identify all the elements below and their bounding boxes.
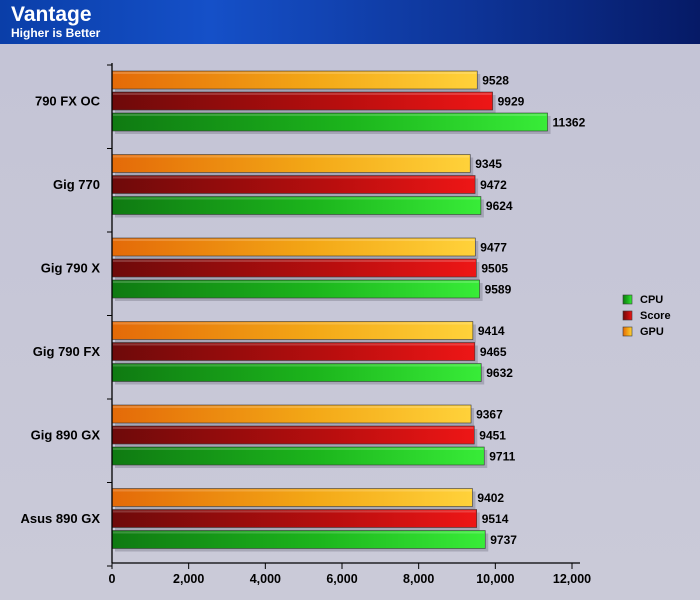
bar-highlight [113,406,471,408]
bar-highlight [113,489,472,492]
bar-highlight [113,176,475,179]
value-label: 9402 [477,491,504,505]
bar-highlight [113,239,475,241]
value-label: 9451 [479,429,506,443]
bar-highlight [113,510,476,513]
chart-subtitle: Higher is Better [11,26,101,40]
value-label: 9414 [478,324,505,338]
legend-swatch-gpu [622,326,633,337]
legend-swatch-score [622,310,633,321]
legend-label-cpu: CPU [640,294,663,306]
x-tick-label: 8,000 [403,572,434,586]
bar-highlight [113,343,474,346]
value-label: 9624 [486,199,513,213]
value-label: 9514 [482,512,509,526]
bar-highlight [113,322,472,325]
bar-highlight [113,260,476,262]
x-tick-label: 0 [109,572,116,586]
value-label: 9345 [475,157,502,171]
value-label: 9737 [490,533,517,547]
bar-highlight [113,531,485,534]
category-label: Gig 890 GX [31,428,101,443]
bar-highlight [113,93,492,95]
category-label: Gig 790 X [41,261,101,276]
value-label: 9528 [482,74,509,88]
legend: CPU Score GPU [622,294,671,338]
value-label: 9929 [498,95,525,109]
legend-label-gpu: GPU [640,326,664,338]
value-label: 9632 [486,366,513,380]
bar-highlight [113,364,481,367]
value-label: 9367 [476,408,503,422]
value-label: 11362 [553,116,586,130]
value-label: 9711 [489,450,515,464]
x-tick-label: 2,000 [173,572,204,586]
x-tick-label: 6,000 [326,572,357,586]
category-label: Asus 890 GX [21,511,101,526]
category-label: 790 FX OC [35,94,101,109]
bar-highlight [113,72,477,74]
bar-highlight [113,448,484,450]
x-tick-label: 12,000 [553,572,591,586]
chart-title: Vantage [11,3,92,26]
bar-highlight [113,114,547,116]
x-tick-label: 4,000 [250,572,281,586]
category-label: Gig 770 [53,177,100,192]
bar-highlight [113,281,479,283]
value-label: 9505 [481,262,508,276]
bar-highlight [113,197,480,200]
value-label: 9589 [485,283,512,297]
legend-label-score: Score [640,310,671,322]
x-tick-label: 10,000 [476,572,514,586]
bar-highlight [113,155,470,158]
category-label: Gig 790 FX [33,344,101,359]
chart-header: Vantage Higher is Better [0,0,700,44]
value-label: 9472 [480,178,507,192]
bar-highlight [113,427,474,429]
value-label: 9477 [480,241,507,255]
value-label: 9465 [480,345,507,359]
plot-area: 9528 9929 11362 790 FX OC 9345 9472 9624 Gig 77… [21,63,591,586]
legend-swatch-cpu [622,294,633,305]
